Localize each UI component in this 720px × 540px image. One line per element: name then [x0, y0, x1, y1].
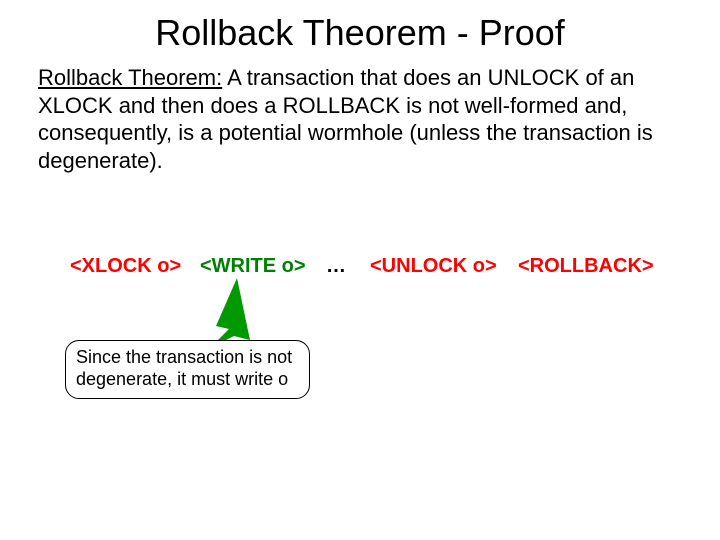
seq-write: <WRITE o> [200, 255, 306, 278]
theorem-lead: Rollback Theorem: [38, 65, 222, 90]
slide: Rollback Theorem - Proof Rollback Theore… [0, 0, 720, 540]
seq-ellipsis: … [326, 255, 346, 278]
seq-rollback: <ROLLBACK> [518, 255, 654, 278]
arrow-shape [210, 278, 250, 348]
seq-xlock: <XLOCK o> [70, 255, 181, 278]
callout-box: Since the transaction is not degenerate,… [65, 340, 310, 399]
seq-unlock: <UNLOCK o> [370, 255, 497, 278]
callout-arrow-icon [210, 278, 250, 348]
callout-text: Since the transaction is not degenerate,… [76, 347, 292, 389]
slide-title: Rollback Theorem - Proof [0, 0, 720, 64]
theorem-paragraph: Rollback Theorem: A transaction that doe… [0, 64, 720, 174]
